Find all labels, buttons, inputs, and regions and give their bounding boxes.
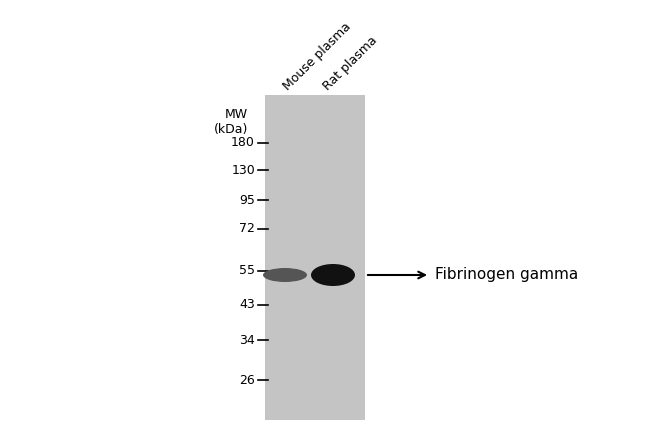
Text: 180: 180 bbox=[231, 136, 255, 150]
Text: 130: 130 bbox=[231, 164, 255, 176]
Text: Mouse plasma: Mouse plasma bbox=[281, 20, 354, 93]
Text: Rat plasma: Rat plasma bbox=[321, 34, 380, 93]
Ellipse shape bbox=[311, 264, 355, 286]
Text: 43: 43 bbox=[239, 299, 255, 311]
Text: 95: 95 bbox=[239, 193, 255, 207]
Bar bbox=[265, 95, 365, 420]
Text: 34: 34 bbox=[239, 334, 255, 346]
Text: Fibrinogen gamma: Fibrinogen gamma bbox=[435, 268, 578, 282]
Text: 55: 55 bbox=[239, 265, 255, 277]
Text: 26: 26 bbox=[239, 374, 255, 386]
Ellipse shape bbox=[263, 268, 307, 282]
Text: 72: 72 bbox=[239, 222, 255, 236]
Text: MW
(kDa): MW (kDa) bbox=[214, 108, 248, 136]
